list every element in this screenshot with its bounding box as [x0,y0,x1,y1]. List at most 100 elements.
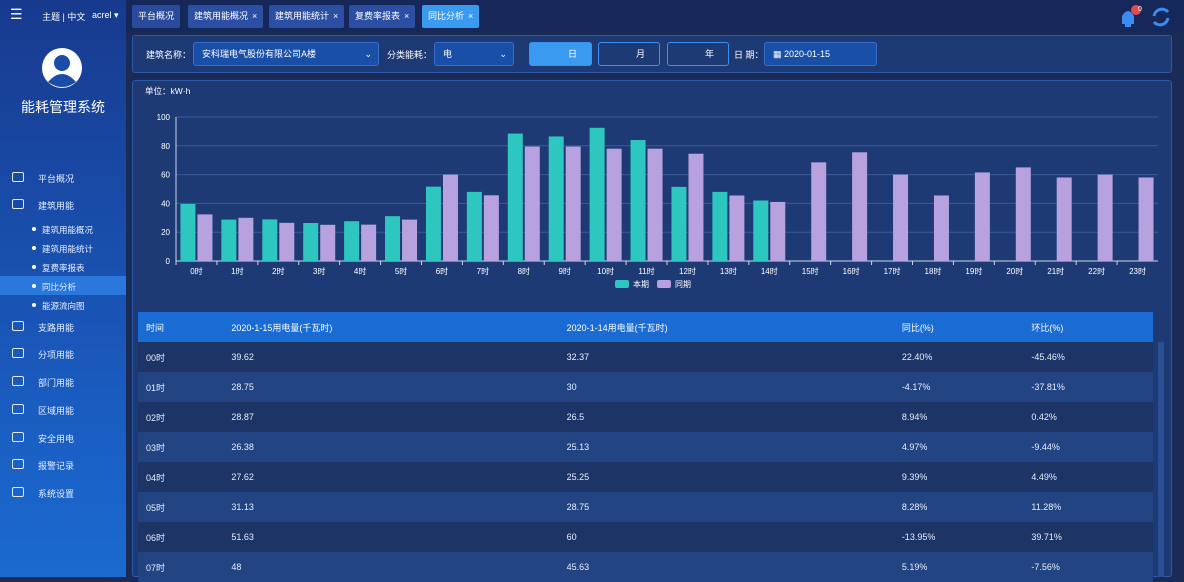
bar [425,186,441,261]
submenu-item[interactable]: 建筑用能概况 [42,225,94,235]
bar [442,174,458,261]
cell: 22.40% [893,342,1024,372]
building-select[interactable]: 安科瑞电气股份有限公司A楼 ⌄ [193,42,379,66]
legend-swatch [657,280,671,288]
legend-label: 同期 [675,280,691,289]
x-tick-label: 13时 [720,266,737,276]
menu-item[interactable]: 区域用能 [38,406,75,416]
bar [671,186,687,261]
bar [361,224,377,261]
cell: -9.44% [1023,432,1153,462]
cell: -7.56% [1023,552,1153,582]
x-tick-label: 16时 [843,266,860,276]
tab-active[interactable]: 同比分析 × [422,5,480,28]
bar [606,148,622,261]
bar [221,219,237,261]
menu-item[interactable]: 安全用电 [38,434,75,444]
value: 年 [704,49,714,59]
x-tick-label: 7时 [477,266,489,276]
menu-item[interactable]: 报警记录 [38,461,75,471]
cell: 48 [223,552,559,582]
dot [32,246,36,250]
table-row: 04时 27.62 25.25 9.39% 4.49% [138,462,1153,492]
menu-item[interactable]: 分项用能 [38,350,75,360]
bar [548,136,564,261]
submenu-item[interactable]: 复费率报表 [42,263,85,273]
x-tick-label: 20时 [1006,266,1023,276]
bar [279,222,295,261]
theme-lang[interactable]: 主题 | 中文 [42,12,86,22]
bar [712,191,728,261]
menu-item[interactable]: 部门用能 [38,378,75,388]
cell: 25.25 [558,462,894,492]
date-input[interactable]: ▦ 2020-01-15 [764,42,877,66]
menu-item[interactable]: 平台概况 [38,174,75,184]
scrollbar[interactable] [1158,342,1164,577]
submenu-item[interactable]: 同比分析 [42,282,77,292]
legend-swatch [615,280,629,288]
submenu-item[interactable]: 能源流向图 [42,301,85,311]
header-cell: 同比(%) [893,312,1024,342]
cell: 5.19% [893,552,1024,582]
table-header: 时间 2020-1-15用电量(千瓦时) 2020-1-14用电量(千瓦时) 同比(%… [138,312,1153,342]
table: 时间 2020-1-15用电量(千瓦时) 2020-1-14用电量(千瓦时) 同比(%… [138,312,1153,582]
cell: 26.38 [223,432,559,462]
bar [729,195,745,261]
day-button[interactable]: 日 [529,42,592,66]
menu-item[interactable]: 建筑用能 [38,201,75,211]
month-button[interactable]: 月 [598,42,660,66]
tab[interactable]: 建筑用能概况 × [188,5,264,28]
table-body: 00时 39.62 32.37 22.40% -45.46% 01时 28.75 30 -4.1… [138,342,1153,582]
cell: 28.87 [223,402,559,432]
system-title: 能耗管理系统 [21,99,105,115]
table-row: 01时 28.75 30 -4.17% -37.81% [138,372,1153,402]
tab[interactable]: 复费率报表 × [349,5,416,28]
cell: 27.62 [223,462,559,492]
cell: 4.97% [893,432,1024,462]
label: 分类能耗： [387,50,433,60]
menu-item[interactable]: 系统设置 [38,489,75,499]
x-tick-label: 5时 [395,266,407,276]
table-row: 02时 28.87 26.5 8.94% 0.42% [138,402,1153,432]
bar [1138,177,1154,261]
cell: 51.63 [223,522,559,552]
x-tick-label: 11时 [638,266,654,276]
bar [320,224,336,261]
user: acrel [92,10,112,20]
x-tick-label: 22时 [1088,266,1105,276]
y-tick-label: 60 [161,171,170,180]
cell: 06时 [138,522,224,552]
table-row: 00时 39.62 32.37 22.40% -45.46% [138,342,1153,372]
bar [385,216,401,261]
bar [507,133,523,261]
cell: 45.63 [558,552,894,582]
username[interactable]: acrel ▾ [92,10,119,20]
menu-toggle[interactable]: ☰ [10,6,23,22]
bar [524,146,540,261]
x-tick-label: 15时 [802,266,819,276]
y-tick-label: 100 [157,113,171,122]
submenu-item[interactable]: 建筑用能统计 [42,244,94,254]
cell: 28.75 [558,492,894,522]
tab[interactable]: 平台概况 [132,5,181,28]
top-icons[interactable] [1116,4,1176,30]
dot [32,303,36,307]
x-tick-label: 23时 [1129,266,1146,276]
header-cell: 2020-1-15用电量(千瓦时) [223,312,559,342]
x-tick-label: 21时 [1047,266,1064,276]
icon [12,199,24,209]
bar [483,195,499,261]
badge: 0 [1138,6,1142,13]
year-button[interactable]: 年 [667,42,729,66]
y-tick-label: 0 [166,257,171,266]
menu-item[interactable]: 支路用能 [38,323,75,333]
cell: 32.37 [558,342,894,372]
bar [565,146,581,261]
table-row: 05时 31.13 28.75 8.28% 11.28% [138,492,1153,522]
cell: 9.39% [893,462,1024,492]
tab[interactable]: 建筑用能统计 × [269,5,345,28]
category-select[interactable]: 电 ⌄ [434,42,514,66]
cell: 30 [558,372,894,402]
icon [12,404,24,414]
bar [893,174,909,261]
